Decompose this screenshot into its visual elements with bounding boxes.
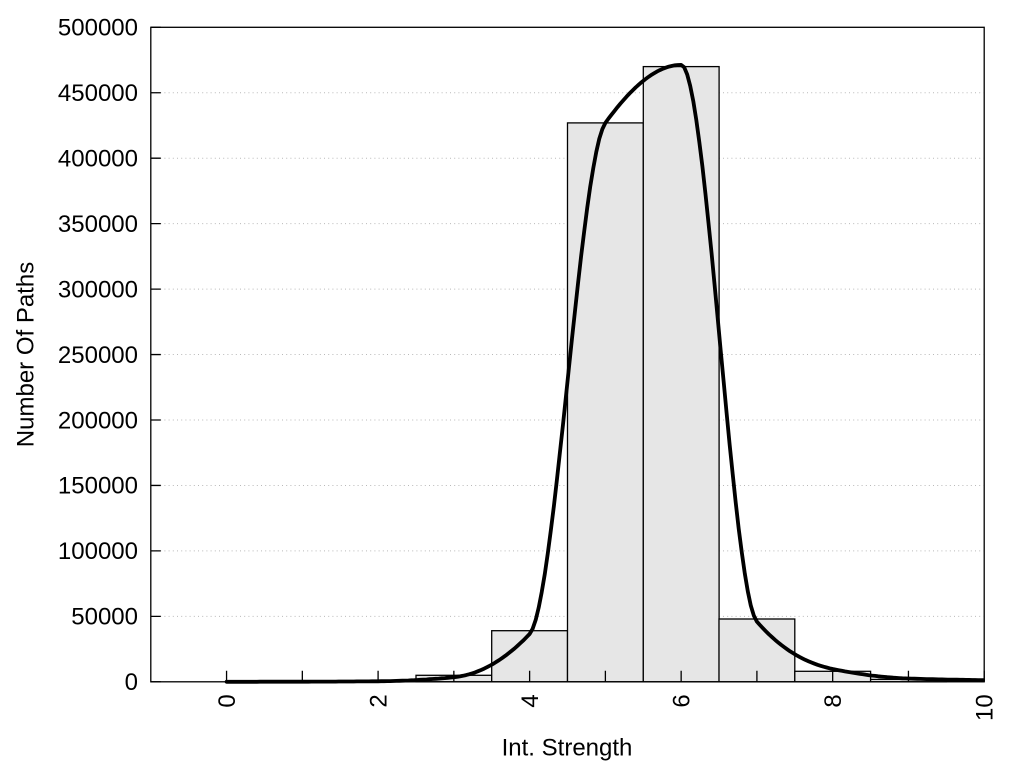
svg-text:450000: 450000 [58, 80, 138, 107]
svg-text:6: 6 [668, 694, 695, 707]
svg-text:Number Of Paths: Number Of Paths [13, 262, 40, 447]
svg-text:50000: 50000 [71, 604, 138, 631]
svg-text:400000: 400000 [58, 146, 138, 173]
svg-text:Int. Strength: Int. Strength [502, 735, 633, 762]
svg-text:0: 0 [214, 694, 241, 707]
svg-text:250000: 250000 [58, 342, 138, 369]
svg-text:8: 8 [820, 694, 847, 707]
svg-text:500000: 500000 [58, 15, 138, 42]
svg-text:150000: 150000 [58, 473, 138, 500]
svg-text:4: 4 [517, 694, 544, 707]
svg-text:10: 10 [971, 694, 998, 721]
svg-text:300000: 300000 [58, 276, 138, 303]
svg-text:0: 0 [125, 669, 138, 696]
svg-text:350000: 350000 [58, 211, 138, 238]
svg-text:100000: 100000 [58, 538, 138, 565]
svg-text:200000: 200000 [58, 407, 138, 434]
svg-text:2: 2 [365, 694, 392, 707]
